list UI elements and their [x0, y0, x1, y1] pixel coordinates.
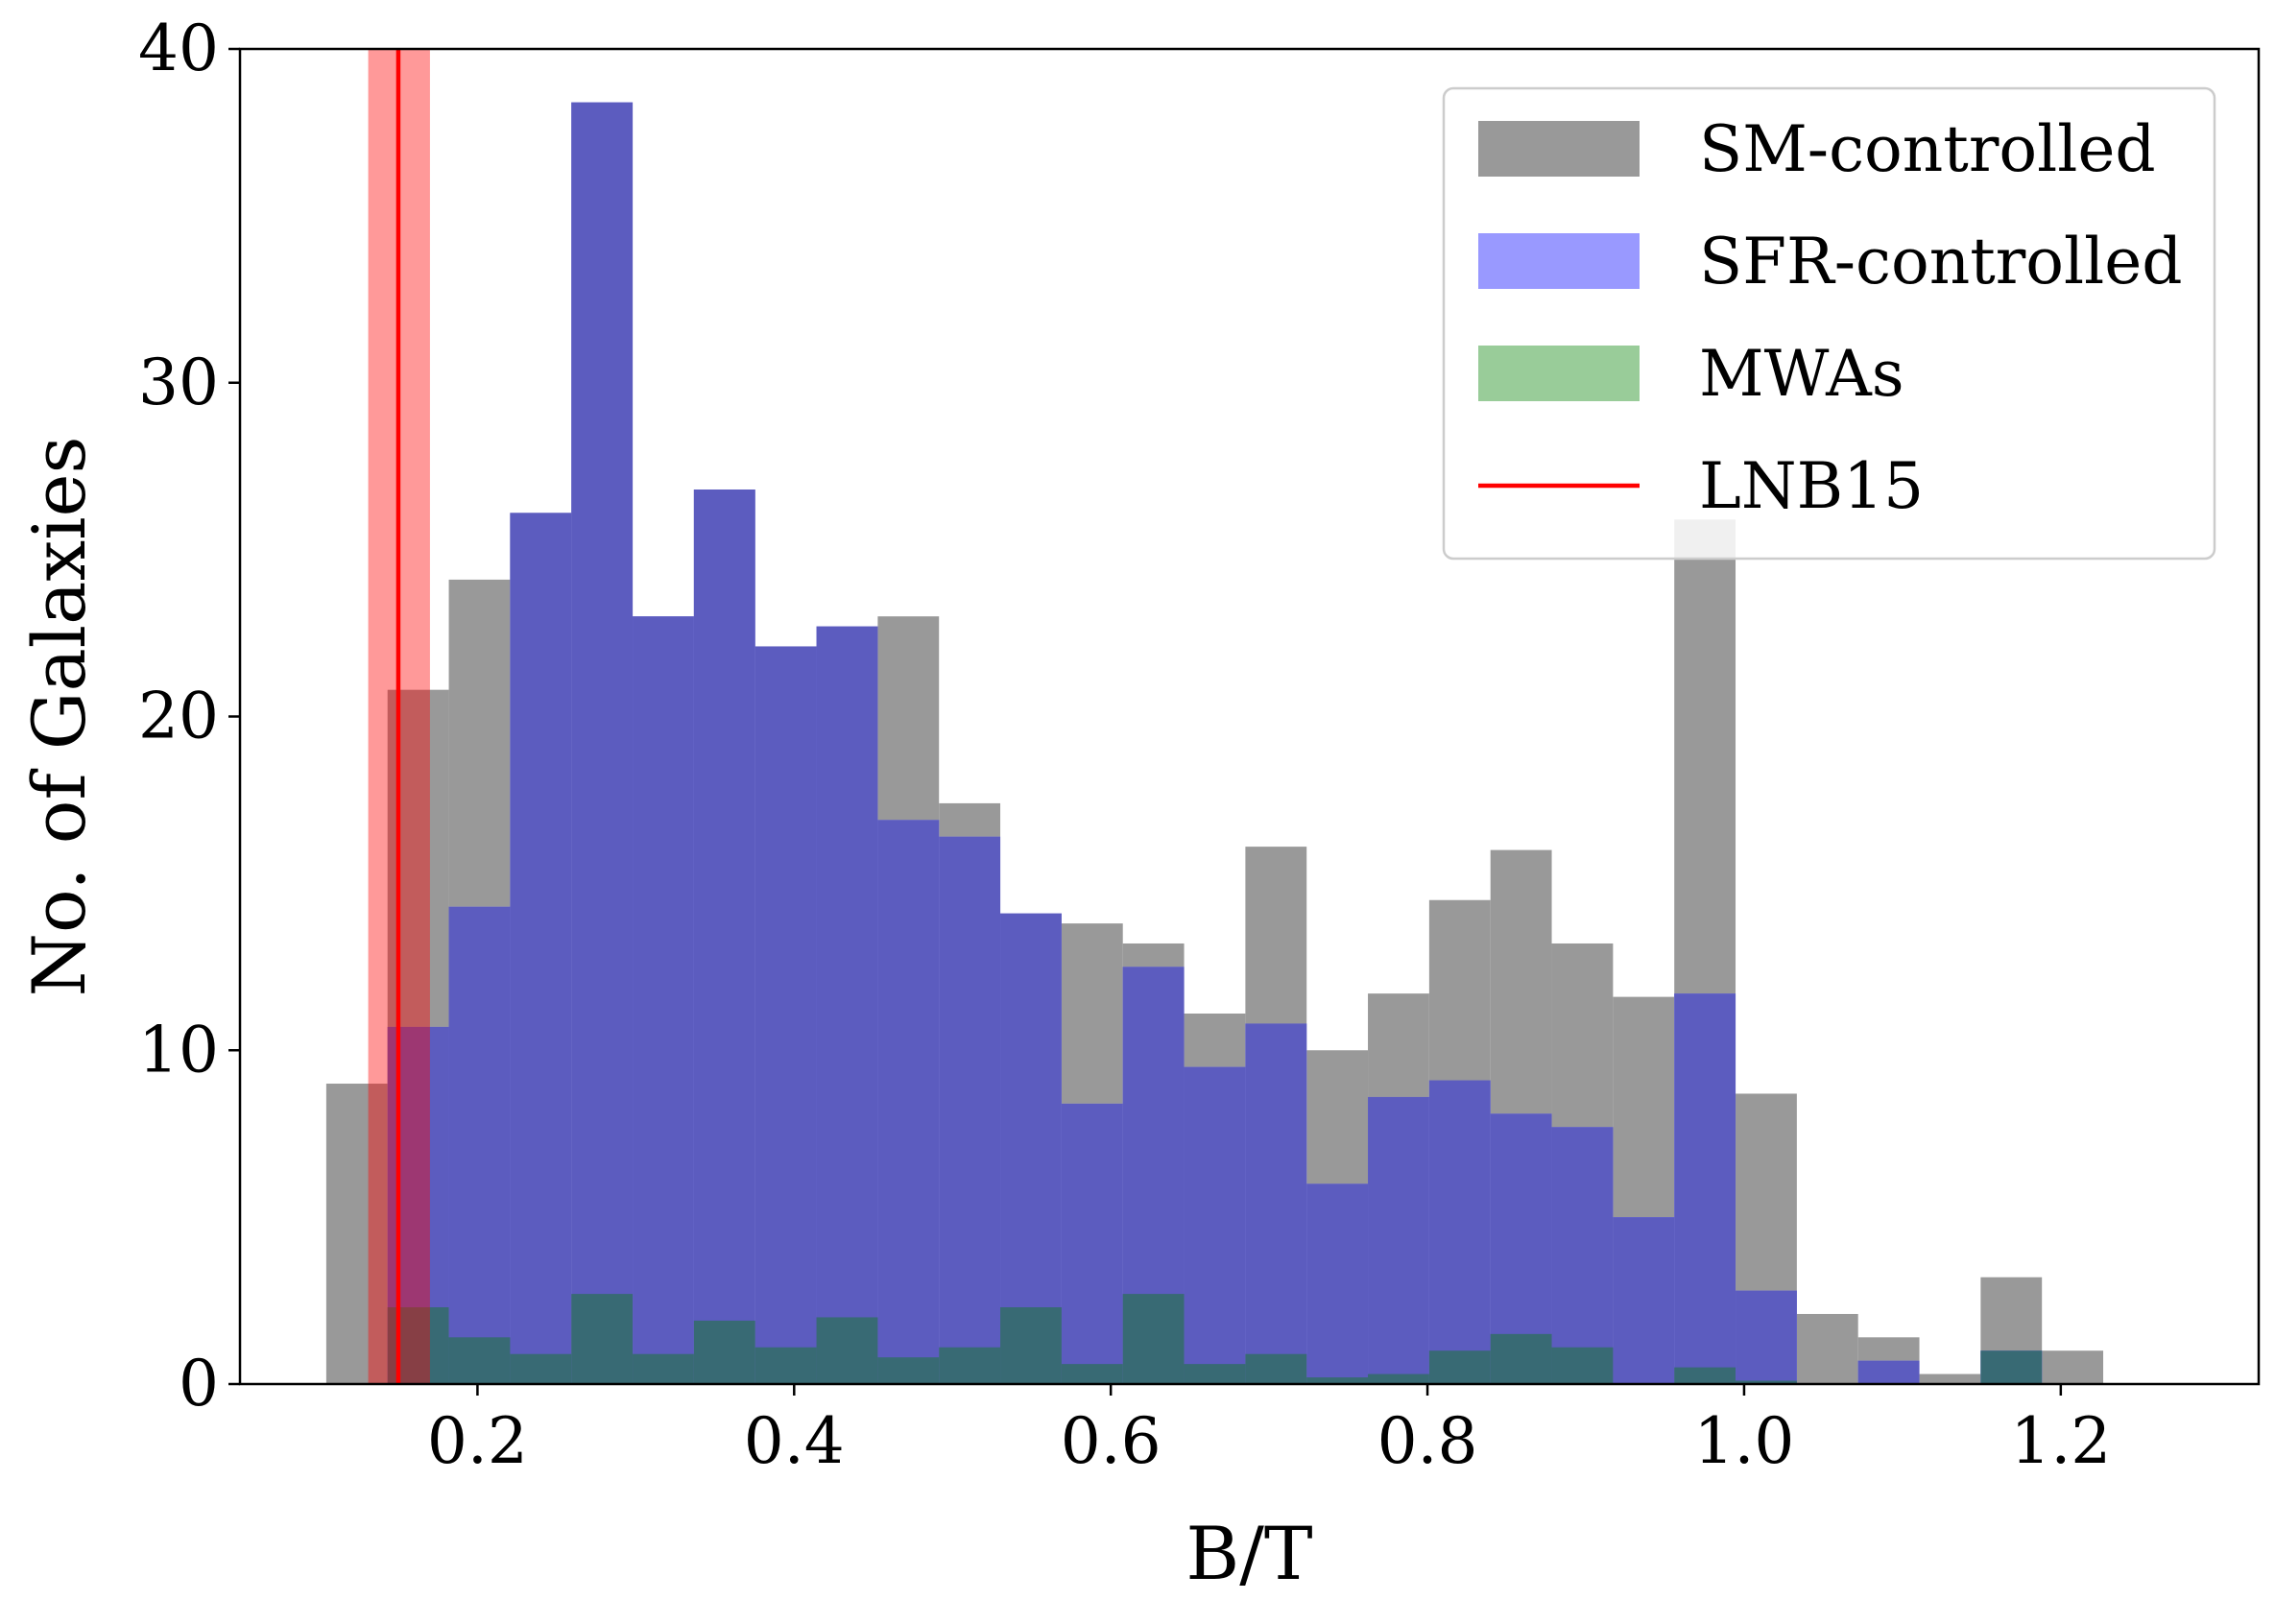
sfr-sm-overlap-bar-2 [448, 906, 511, 1384]
sfr-sm-overlap-bar-15 [1245, 1023, 1307, 1384]
sfr-sm-overlap-bar-12 [1061, 1103, 1123, 1384]
sm-controlled-bar-26 [1919, 1373, 1981, 1384]
sfr-sm-overlap-bar-17 [1368, 1096, 1429, 1384]
sfr-sm-overlap-bar-25 [1857, 1360, 1920, 1384]
lnb15-band-group [368, 49, 430, 1384]
mwas-bar-4 [571, 1294, 634, 1384]
mwas-bar-6 [693, 1320, 755, 1384]
x-tick-label-3: 0.8 [1377, 1404, 1478, 1478]
sfr-sm-overlap-bar-6 [693, 490, 755, 1384]
legend-box [1442, 86, 2216, 561]
sfr-sm-overlap-bar-3 [510, 513, 572, 1384]
legend-label-lnb15: LNB15 [1699, 449, 1924, 523]
legend-swatch-sfr-controlled [1478, 233, 1640, 289]
legend-label-sfr-controlled: SFR-controlled [1699, 225, 2183, 299]
mwas-bar-12 [1061, 1364, 1123, 1384]
sfr-sm-overlap-bar-8 [816, 626, 878, 1384]
mwas-bar-19 [1490, 1333, 1552, 1384]
mwas-bar-13 [1122, 1294, 1185, 1384]
sfr-sm-overlap-bar-22 [1674, 993, 1736, 1384]
mwas-bar-27 [1980, 1350, 2043, 1384]
mwas-bar-23 [1736, 1380, 1797, 1384]
y-tick-label-0: 0 [179, 1347, 219, 1421]
mwas-bar-7 [754, 1347, 817, 1384]
mwas-bar-16 [1306, 1377, 1369, 1384]
sfr-sm-overlap-bar-18 [1428, 1080, 1491, 1384]
sfr-sm-overlap-bar-23 [1736, 1290, 1797, 1384]
sfr-sm-overlap-bar-21 [1613, 1217, 1675, 1384]
sfr-sm-overlap-bar-4 [571, 102, 634, 1384]
sfr-sm-overlap-bar-10 [939, 836, 1001, 1384]
mwas-bar-22 [1674, 1367, 1736, 1384]
legend-label-mwas: MWAs [1699, 337, 1904, 411]
y-tick-label-3: 30 [138, 346, 219, 419]
mwas-bar-11 [1000, 1307, 1062, 1384]
sfr-sm-overlap-bar-11 [1000, 913, 1062, 1384]
sm-controlled-bar-28 [2042, 1350, 2104, 1384]
y-axis-ticks: 0 10 20 30 40 [138, 12, 240, 1421]
legend: SM-controlled SFR-controlled MWAs LNB15 [1442, 86, 2216, 561]
sfr-sm-overlap-bar-5 [633, 616, 694, 1384]
y-axis-title: No. of Galaxies [16, 436, 102, 996]
mwas-bar-14 [1184, 1364, 1246, 1384]
x-tick-label-2: 0.6 [1061, 1404, 1161, 1478]
mwas-bar-10 [939, 1347, 1001, 1384]
x-tick-label-5: 1.2 [2010, 1404, 2111, 1478]
sfr-sm-overlap-bar-9 [877, 820, 940, 1384]
sfr-sm-overlap-bars [387, 102, 2043, 1384]
x-tick-label-1: 0.4 [744, 1404, 845, 1478]
x-tick-label-0: 0.2 [427, 1404, 528, 1478]
sm-controlled-bar-0 [325, 1084, 388, 1384]
legend-swatch-sm-controlled [1478, 121, 1640, 177]
mwas-bars [387, 1294, 2043, 1384]
mwas-bar-9 [877, 1357, 940, 1384]
y-tick-label-4: 40 [138, 12, 219, 85]
mwas-bar-20 [1551, 1347, 1614, 1384]
sfr-sm-overlap-bar-14 [1184, 1066, 1246, 1384]
sfr-sm-overlap-bar-20 [1551, 1127, 1614, 1384]
x-tick-label-4: 1.0 [1693, 1404, 1794, 1478]
mwas-bar-17 [1368, 1373, 1429, 1384]
legend-label-sm-controlled: SM-controlled [1699, 112, 2156, 186]
mwas-bar-15 [1245, 1353, 1307, 1384]
legend-swatch-mwas [1478, 346, 1640, 401]
mwas-bar-5 [633, 1353, 694, 1384]
sfr-sm-overlap-bar-7 [754, 646, 817, 1384]
mwas-bar-3 [510, 1353, 572, 1384]
sm-controlled-bar-24 [1796, 1313, 1858, 1384]
y-tick-label-2: 20 [138, 680, 219, 753]
mwas-bar-18 [1428, 1350, 1491, 1384]
y-tick-label-1: 10 [138, 1013, 219, 1087]
x-axis-title: B/T [1185, 1511, 1312, 1596]
sfr-sm-overlap-bar-16 [1306, 1183, 1369, 1384]
mwas-bar-8 [816, 1317, 878, 1384]
x-axis-ticks: 0.2 0.4 0.6 0.8 1.0 1.2 [427, 1384, 2111, 1478]
mwas-bar-2 [448, 1337, 511, 1384]
